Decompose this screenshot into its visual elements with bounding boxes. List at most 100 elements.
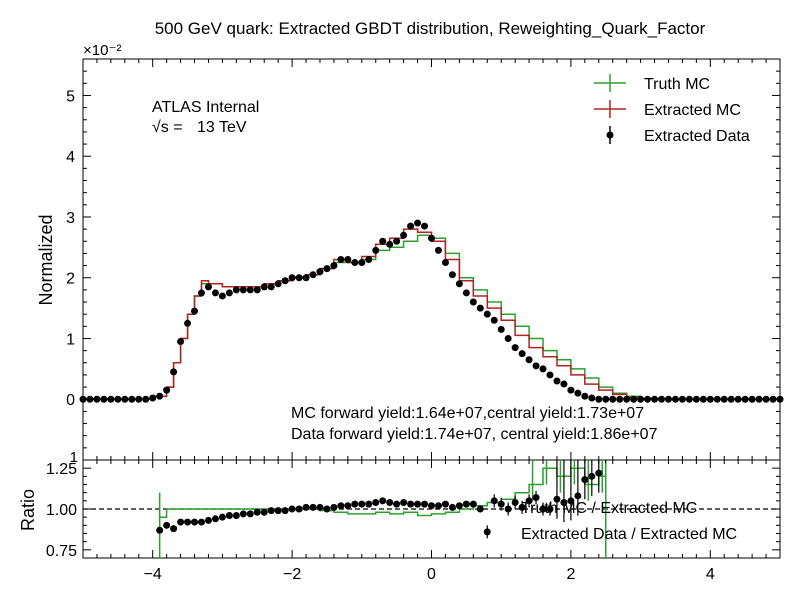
data-ratio-point [588,472,596,480]
data-ratio-point [211,515,219,523]
data-point [713,395,721,403]
data-point [525,356,533,364]
data-point [699,395,707,403]
data-point [671,395,679,403]
data-ratio-point [239,510,247,518]
data-point [630,395,638,403]
data-point [351,259,359,267]
data-point [358,259,366,267]
data-point [281,277,289,285]
data-point [365,256,373,263]
data-point [609,395,617,403]
main-y-tick-label: 1 [66,331,75,348]
x-tick-label: 0 [427,566,436,583]
data-point [567,386,575,394]
data-point [253,286,261,294]
legend-label-extracted-mc: Extracted MC [644,102,741,119]
x-tick-label: 2 [566,566,575,583]
data-point [462,289,470,297]
data-point [86,395,94,403]
data-point [274,280,282,288]
data-point [428,234,435,242]
legend-entry-extracted-data: Extracted Data [606,126,750,145]
data-point [616,395,624,403]
data-point [769,395,777,403]
data-point [748,395,756,403]
data-point [288,274,296,282]
data-ratio-point [428,502,435,510]
data-ratio-point [191,518,199,526]
data-point [295,274,303,282]
data-point [414,219,422,227]
data-point [434,246,442,254]
data-ratio-point [483,528,491,536]
x-tick-label: −4 [144,566,162,583]
data-point [685,395,693,403]
data-point [490,316,498,324]
legend-entry-extracted-mc: Extracted MC [594,100,741,119]
data-ratio-point [323,505,331,513]
main-axis-ticks [82,58,781,461]
data-ratio-point [281,507,289,515]
data-point [504,334,512,342]
data-point [239,286,247,294]
data-ratio-point [253,508,261,516]
ratio-y-tick-label: 0.75 [46,543,77,560]
data-ratio-point [504,505,512,513]
ratio-y-tick-label: 1.00 [46,502,77,519]
data-point [441,259,449,267]
data-ratio-point [184,518,192,526]
main-y-axis-label: Normalized [36,214,56,305]
data-point [448,271,456,279]
data-ratio-point [434,502,442,510]
mc-yield-text: MC forward yield:1.64e+07,central yield:… [291,405,644,422]
data-point [372,246,380,254]
data-point [692,395,700,403]
data-point [706,395,714,403]
data-point [323,265,331,273]
data-ratio-point [316,503,324,511]
y-exponent-label: ×10⁻² [83,42,121,59]
data-ratio-point [295,505,303,513]
data-point [720,395,728,403]
data-point [128,395,136,403]
data-yield-text: Data forward yield:1.74e+07, central yie… [291,426,658,443]
data-point [776,395,784,403]
data-point [762,395,770,403]
data-point [546,371,554,379]
data-point [678,395,686,403]
data-ratio-point [246,510,254,518]
main-plot-area [79,219,784,403]
chart-title: 500 GeV quark: Extracted GBDT distributi… [155,19,706,38]
legend-entry-truth-mc: Truth MC [594,74,710,93]
data-point [400,231,408,239]
data-point [532,362,540,370]
data-point [581,392,589,400]
energy-prefix: √s = [152,119,183,136]
data-point [574,389,582,397]
data-point [407,222,415,230]
data-ratio-point [441,500,449,508]
data-point [623,395,631,403]
data-ratio-point [532,494,540,502]
data-point [191,307,199,315]
data-point [497,325,505,333]
data-point [267,283,275,291]
data-point [204,283,212,291]
data-point [197,289,205,297]
data-ratio-point [302,503,310,511]
data-ratio-point [553,495,561,503]
ratio-y-tick-label: 1.25 [46,461,77,478]
data-ratio-point [204,516,212,524]
data-ratio-point [170,525,178,533]
data-point [211,289,219,297]
x-tick-label: 4 [706,566,715,583]
data-point [664,395,672,403]
data-ratio-point [351,500,359,508]
data-point [658,395,666,403]
data-ratio-point [414,500,422,508]
data-point [156,392,164,400]
data-ratio-point [163,521,171,529]
data-ratio-point [490,497,498,505]
ratio-label-truth: Truth MC / Extracted MC [521,500,697,517]
